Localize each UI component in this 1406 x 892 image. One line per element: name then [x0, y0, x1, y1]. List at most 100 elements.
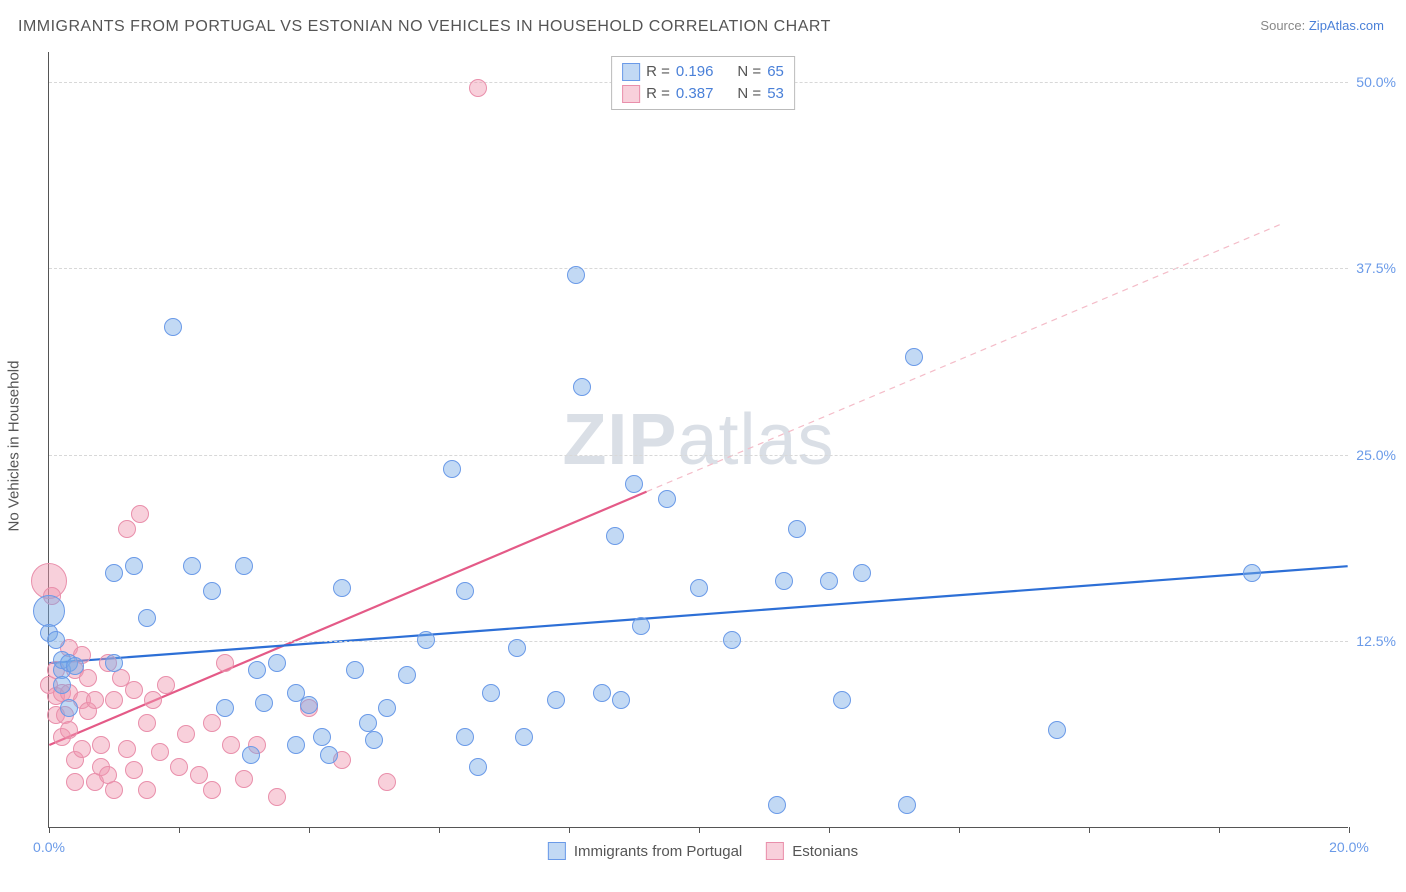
scatter-point-estonians [151, 743, 169, 761]
scatter-point-portugal [723, 631, 741, 649]
scatter-point-portugal [547, 691, 565, 709]
legend-swatch [622, 63, 640, 81]
scatter-point-portugal [287, 736, 305, 754]
legend-correlation-row: R =0.387N =53 [622, 83, 784, 105]
scatter-point-portugal [333, 579, 351, 597]
scatter-point-portugal [242, 746, 260, 764]
legend-correlation-row: R =0.196N =65 [622, 61, 784, 83]
source-credit: Source: ZipAtlas.com [1260, 18, 1384, 33]
scatter-point-portugal [268, 654, 286, 672]
scatter-point-estonians [138, 781, 156, 799]
y-tick-label: 12.5% [1352, 633, 1396, 649]
scatter-point-portugal [898, 796, 916, 814]
scatter-point-estonians [60, 721, 78, 739]
scatter-point-portugal [853, 564, 871, 582]
scatter-point-estonians [131, 505, 149, 523]
scatter-point-portugal [320, 746, 338, 764]
legend-n-label: N = [737, 83, 761, 105]
legend-n-value: 65 [767, 61, 784, 83]
x-tick [439, 827, 440, 833]
gridline-h [49, 455, 1348, 456]
x-tick [49, 827, 50, 833]
legend-series: Immigrants from Portugal Estonians [548, 842, 858, 860]
x-tick [179, 827, 180, 833]
scatter-point-portugal [164, 318, 182, 336]
legend-series-item: Immigrants from Portugal [548, 842, 742, 860]
scatter-point-estonians [125, 761, 143, 779]
scatter-point-estonians [190, 766, 208, 784]
scatter-point-portugal [60, 699, 78, 717]
legend-r-value: 0.196 [676, 61, 714, 83]
legend-r-label: R = [646, 61, 670, 83]
x-tick-label: 20.0% [1329, 839, 1369, 855]
scatter-point-estonians [118, 520, 136, 538]
legend-swatch [766, 842, 784, 860]
scatter-point-portugal [456, 728, 474, 746]
scatter-point-estonians [157, 676, 175, 694]
scatter-point-portugal [1048, 721, 1066, 739]
scatter-point-portugal [820, 572, 838, 590]
y-tick-label: 50.0% [1352, 74, 1396, 90]
scatter-point-estonians [268, 788, 286, 806]
scatter-point-estonians [378, 773, 396, 791]
scatter-point-portugal [775, 572, 793, 590]
x-tick [1089, 827, 1090, 833]
legend-series-item: Estonians [766, 842, 858, 860]
scatter-point-portugal [398, 666, 416, 684]
scatter-point-estonians [222, 736, 240, 754]
scatter-point-portugal [365, 731, 383, 749]
legend-correlation: R = 0.196 N = 65R =0.387N =53 [611, 56, 795, 110]
scatter-point-portugal [203, 582, 221, 600]
scatter-point-portugal [346, 661, 364, 679]
scatter-point-estonians [125, 681, 143, 699]
scatter-point-portugal [378, 699, 396, 717]
scatter-point-estonians [105, 691, 123, 709]
scatter-point-portugal [359, 714, 377, 732]
scatter-point-estonians [138, 714, 156, 732]
scatter-point-portugal [138, 609, 156, 627]
scatter-point-portugal [632, 617, 650, 635]
scatter-point-portugal [235, 557, 253, 575]
trend-lines-svg [49, 52, 1348, 827]
scatter-point-portugal [53, 676, 71, 694]
scatter-point-portugal [606, 527, 624, 545]
scatter-point-estonians [235, 770, 253, 788]
x-tick [1349, 827, 1350, 833]
scatter-point-estonians [469, 79, 487, 97]
plot-area: ZIPatlas 12.5%25.0%37.5%50.0%0.0%20.0% [48, 52, 1348, 828]
scatter-point-portugal [105, 654, 123, 672]
scatter-point-portugal [183, 557, 201, 575]
gridline-h [49, 268, 1348, 269]
y-tick-label: 37.5% [1352, 260, 1396, 276]
legend-swatch [548, 842, 566, 860]
source-link[interactable]: ZipAtlas.com [1309, 18, 1384, 33]
scatter-point-portugal [66, 657, 84, 675]
chart-title: IMMIGRANTS FROM PORTUGAL VS ESTONIAN NO … [18, 18, 831, 36]
y-axis-title: No Vehicles in Household [6, 361, 23, 532]
scatter-point-estonians [177, 725, 195, 743]
x-tick [829, 827, 830, 833]
scatter-point-portugal [125, 557, 143, 575]
gridline-h [49, 641, 1348, 642]
scatter-point-portugal [33, 595, 65, 627]
scatter-point-estonians [66, 773, 84, 791]
scatter-point-portugal [788, 520, 806, 538]
scatter-point-portugal [833, 691, 851, 709]
legend-swatch [622, 85, 640, 103]
x-tick [699, 827, 700, 833]
x-tick [309, 827, 310, 833]
scatter-point-portugal [255, 694, 273, 712]
scatter-point-portugal [216, 699, 234, 717]
scatter-point-estonians [86, 691, 104, 709]
scatter-point-estonians [203, 714, 221, 732]
scatter-point-estonians [105, 781, 123, 799]
x-tick-label: 0.0% [33, 839, 65, 855]
scatter-point-estonians [216, 654, 234, 672]
legend-series-label: Immigrants from Portugal [574, 843, 742, 860]
scatter-point-portugal [567, 266, 585, 284]
scatter-point-portugal [768, 796, 786, 814]
trendline [647, 223, 1283, 491]
scatter-point-portugal [248, 661, 266, 679]
scatter-point-estonians [118, 740, 136, 758]
scatter-point-portugal [658, 490, 676, 508]
